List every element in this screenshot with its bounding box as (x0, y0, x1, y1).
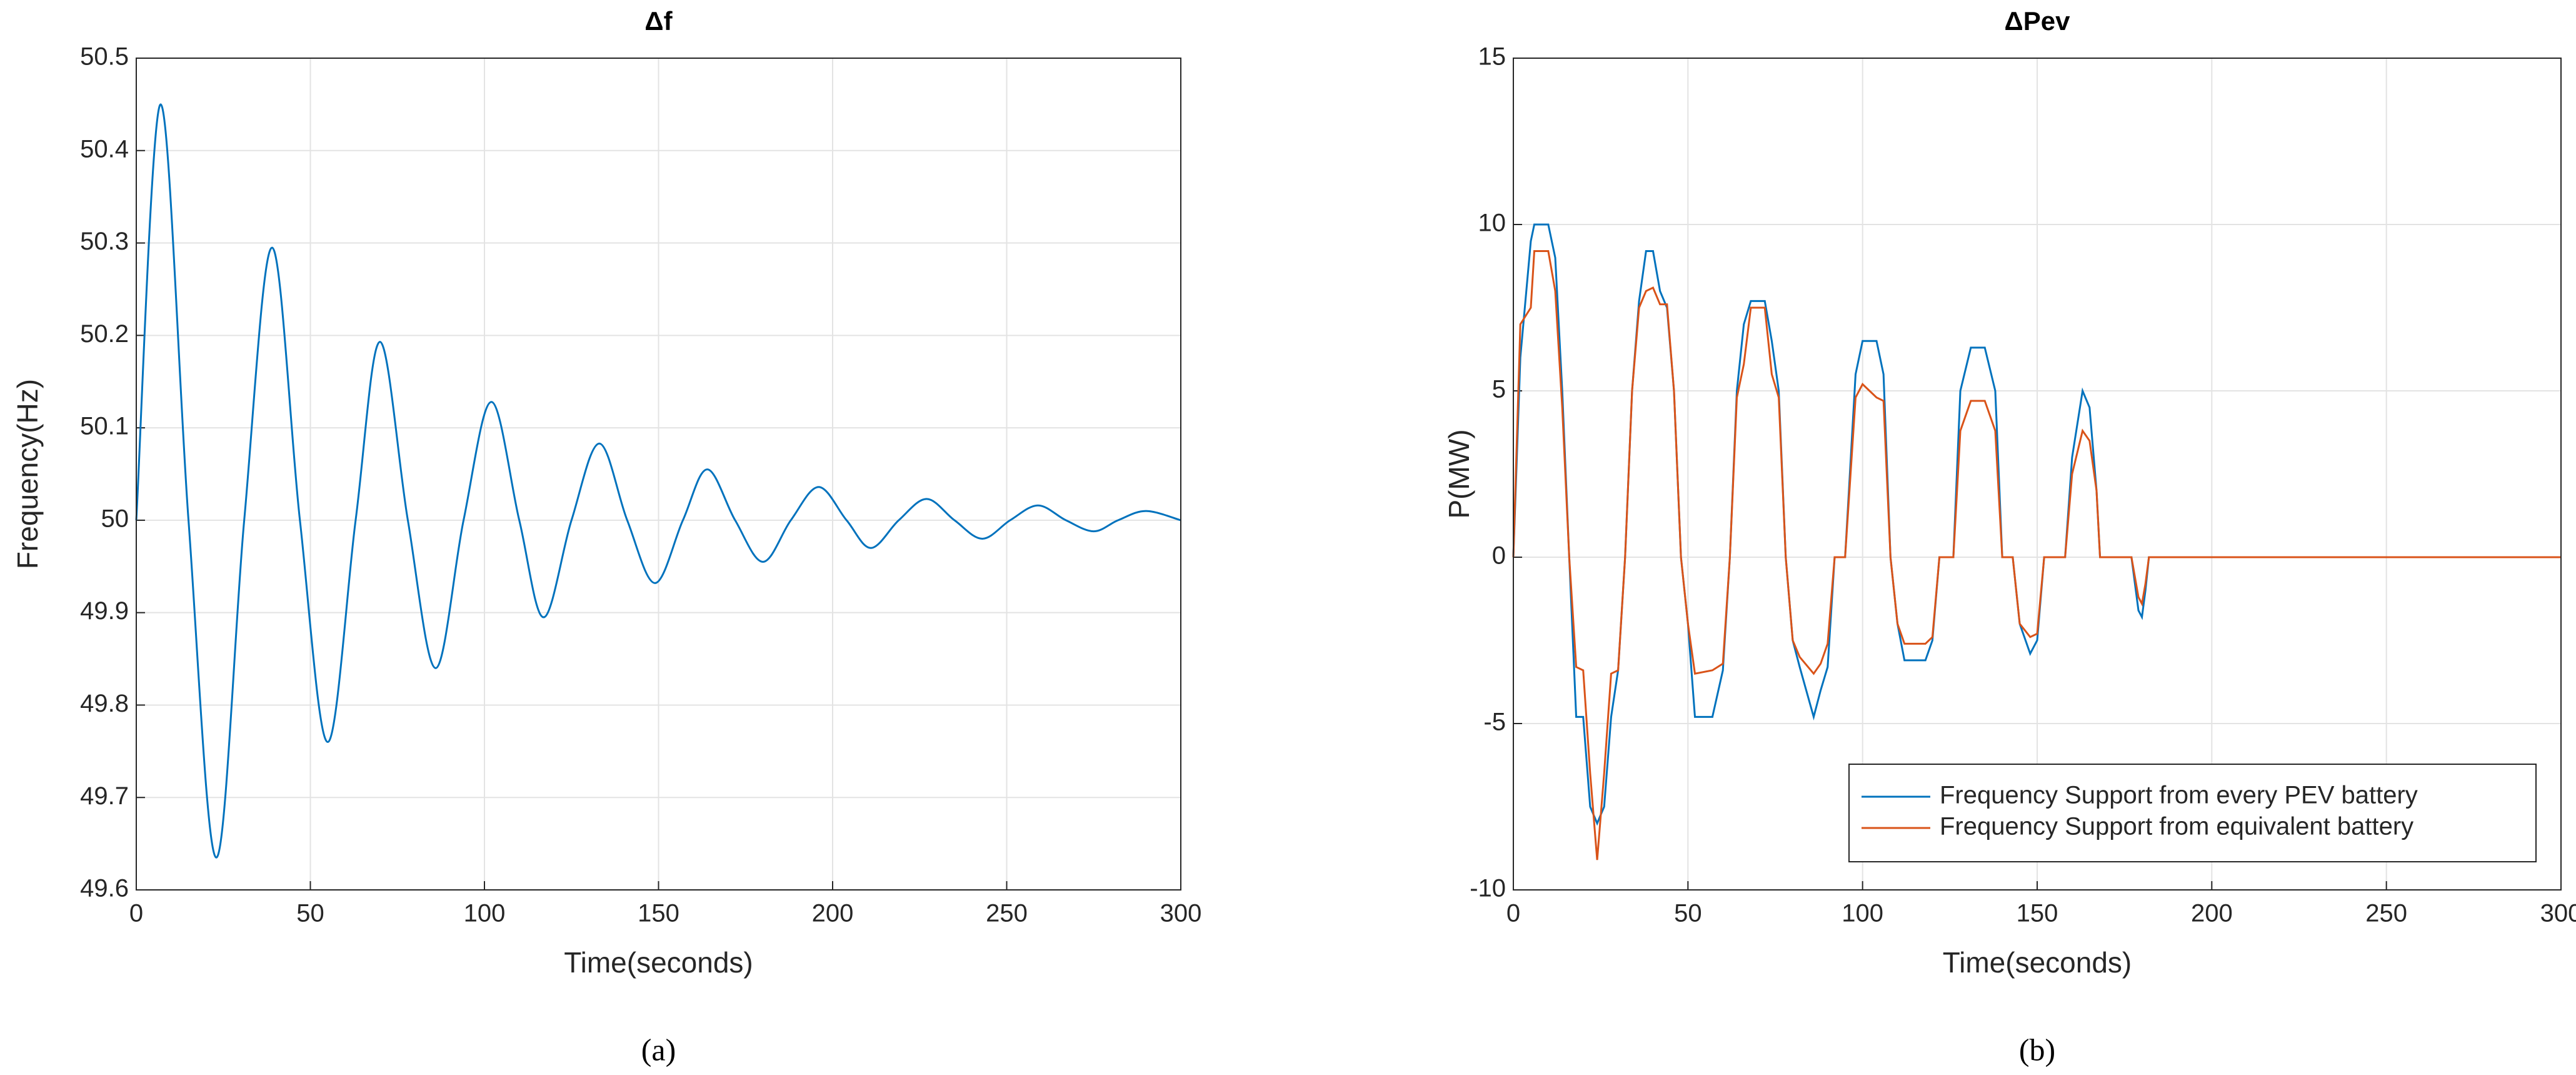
y-tick-label: 50.4 (80, 135, 129, 163)
plot: 0 50 100 150 200 250 300 -10 -5 0 5 10 15 ΔPev Time(se… (1443, 6, 2576, 1067)
y-tick-label: 50.1 (80, 413, 129, 440)
x-tick-label: 150 (638, 900, 679, 927)
y-axis-label: P(MW) (1443, 429, 1475, 518)
x-tick-label: 100 (1842, 900, 1883, 927)
y-tick-label: 10 (1478, 209, 1506, 237)
y-tick-label: 49.8 (80, 690, 129, 717)
y-tick-label: -10 (1470, 875, 1506, 902)
legend-label: Frequency Support from equivalent batter… (1940, 813, 2413, 840)
legend-box (1848, 764, 2537, 862)
x-tick-label: 300 (1160, 900, 1202, 927)
x-tick-label: 50 (296, 900, 324, 927)
axes-box (1513, 58, 2562, 891)
legend: Frequency Support from every PEV battery… (1848, 764, 2537, 862)
x-tick-label: 0 (129, 900, 143, 927)
caption: (a) (641, 1032, 676, 1067)
x-tick-label: 150 (2017, 900, 2058, 927)
y-tick-label: 15 (1478, 43, 1506, 71)
x-axis-label: Time(seconds) (564, 946, 753, 979)
y-axis-label: Frequency(Hz) (11, 379, 44, 569)
y-tick-label: 49.9 (80, 597, 129, 625)
y-tick-label: -5 (1483, 709, 1506, 736)
chart-title: Δf (644, 6, 673, 36)
x-tick-label: 200 (812, 900, 854, 927)
data-line (1512, 250, 2561, 861)
axes-box (136, 58, 1181, 891)
legend-label: Frequency Support from every PEV battery (1940, 782, 2418, 809)
y-tick-label: 49.7 (80, 782, 129, 810)
x-tick-label: 100 (464, 900, 506, 927)
x-axis-label: Time(seconds) (1943, 946, 2132, 979)
y-tick-label: 49.6 (80, 875, 129, 902)
x-tick-label: 0 (1506, 900, 1520, 927)
x-tick-label: 250 (986, 900, 1028, 927)
chart-title: ΔPev (2005, 6, 2071, 36)
x-tick-label: 200 (2191, 900, 2233, 927)
y-tick-label: 50.5 (80, 43, 129, 71)
y-tick-label: 50.3 (80, 228, 129, 255)
caption: (b) (2019, 1032, 2055, 1067)
plot: 0 50 100 150 200 250 300 49.6 49.7 49.8 49.9 50 50.1… (11, 6, 1201, 1067)
x-tick-label: 50 (1674, 900, 1702, 927)
y-tick-label: 50 (101, 505, 129, 532)
data-line (135, 103, 1181, 859)
y-tick-label: 5 (1492, 376, 1506, 403)
x-tick-label: 300 (2540, 900, 2576, 927)
y-tick-label: 50.2 (80, 320, 129, 348)
y-tick-label: 0 (1492, 542, 1506, 570)
x-tick-label: 250 (2365, 900, 2407, 927)
